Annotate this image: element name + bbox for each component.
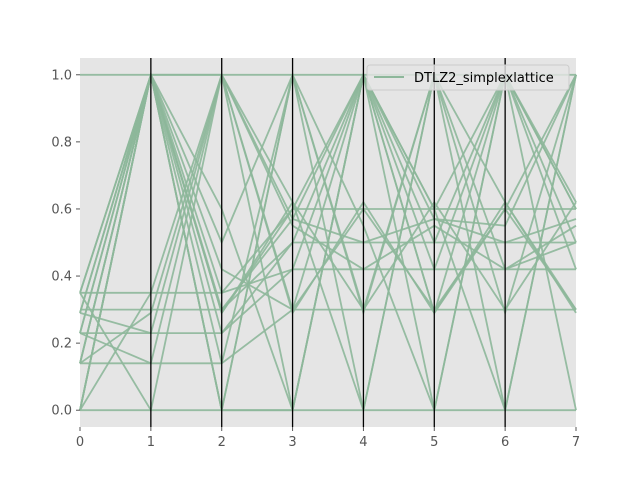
series-line bbox=[79, 71, 577, 364]
y-tick-label: 0.2 bbox=[51, 337, 72, 352]
series-line bbox=[79, 71, 577, 414]
x-tick-label: 6 bbox=[501, 435, 509, 450]
series-line bbox=[79, 72, 577, 365]
x-tick-label: 7 bbox=[572, 435, 580, 450]
legend: DTLZ2_simplexlattice bbox=[366, 64, 570, 91]
vertical-axes bbox=[150, 58, 506, 427]
y-tick-label: 0.8 bbox=[51, 135, 72, 150]
series-line bbox=[79, 71, 577, 364]
legend-box bbox=[366, 64, 570, 91]
y-axis-ticks: 0.0 0.2 0.4 0.6 0.8 1.0 bbox=[51, 68, 80, 419]
x-tick-label: 0 bbox=[76, 435, 84, 450]
series-line bbox=[80, 268, 576, 335]
series-line bbox=[79, 74, 577, 412]
x-tick-label: 4 bbox=[359, 435, 367, 450]
x-tick-label: 2 bbox=[218, 435, 226, 450]
y-tick-label: 0.6 bbox=[51, 202, 72, 217]
series-line bbox=[80, 308, 576, 365]
x-tick-label: 1 bbox=[147, 435, 155, 450]
y-tick-label: 0.4 bbox=[51, 270, 72, 285]
x-tick-label: 3 bbox=[288, 435, 296, 450]
x-tick-label: 5 bbox=[430, 435, 438, 450]
legend-series-label: DTLZ2_simplexlattice bbox=[414, 71, 554, 86]
y-tick-label: 1.0 bbox=[51, 68, 72, 83]
series-layer bbox=[79, 71, 577, 414]
series-line bbox=[79, 71, 577, 411]
y-tick-label: 0.0 bbox=[51, 404, 72, 419]
x-axis-ticks: 0 1 2 3 4 5 6 7 bbox=[76, 427, 580, 450]
